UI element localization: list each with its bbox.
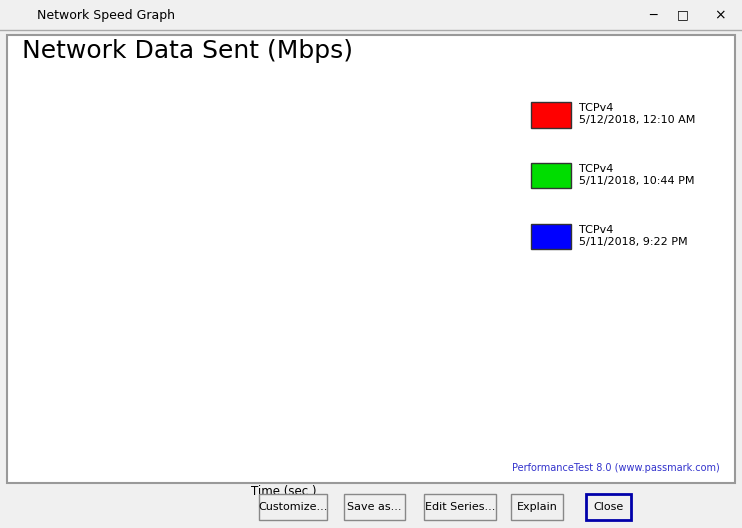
Text: 5/12/2018, 12:10 AM: 5/12/2018, 12:10 AM [579, 116, 695, 125]
Text: ×: × [714, 8, 726, 22]
Text: Save as...: Save as... [347, 502, 402, 512]
Text: 5/11/2018, 10:44 PM: 5/11/2018, 10:44 PM [579, 176, 695, 186]
Text: Close: Close [594, 502, 623, 512]
Text: Network Data Sent (Mbps): Network Data Sent (Mbps) [22, 40, 353, 63]
Text: Customize...: Customize... [258, 502, 328, 512]
Text: Explain: Explain [516, 502, 558, 512]
Text: TCPv4: TCPv4 [579, 225, 613, 234]
Text: TCPv4: TCPv4 [579, 164, 613, 174]
Text: □: □ [677, 8, 689, 22]
Text: Network Speed Graph: Network Speed Graph [37, 8, 175, 22]
Text: ─: ─ [649, 8, 657, 22]
Text: TCPv4: TCPv4 [579, 103, 613, 113]
Text: PerformanceTest 8.0 (www.passmark.com): PerformanceTest 8.0 (www.passmark.com) [512, 463, 720, 473]
X-axis label: Time (sec.): Time (sec.) [251, 485, 317, 498]
Text: 5/11/2018, 9:22 PM: 5/11/2018, 9:22 PM [579, 237, 687, 247]
Text: Edit Series...: Edit Series... [425, 502, 495, 512]
